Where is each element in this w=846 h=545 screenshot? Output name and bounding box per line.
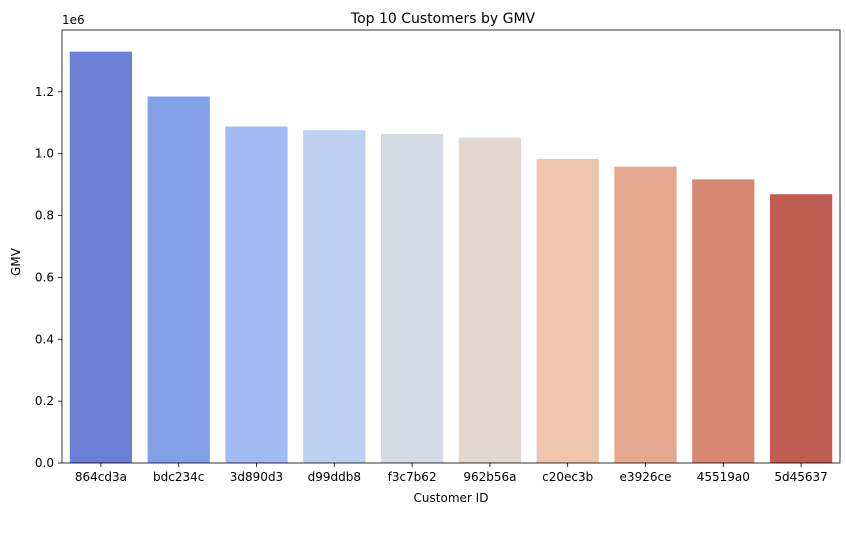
y-tick-label: 1.2 [35,85,54,99]
bar-d99ddb8 [303,130,366,464]
plot-frame [61,29,841,464]
bar-bdc234c [147,96,210,463]
bar-f3c7b62 [380,133,444,464]
bars-group [69,51,833,464]
y-axis-label: GMV [9,247,23,276]
bar-e3926ce [614,166,677,463]
bar-3d890d3 [225,126,288,464]
x-tick-label: bdc234c [153,470,204,484]
y-scale-label: 1e6 [62,13,85,27]
y-tick-label: 0.6 [35,270,54,284]
bar-c20ec3b [536,158,599,463]
x-tick-label: 962b56a [463,470,516,484]
x-tick-label: 5d45637 [774,470,827,484]
bar-864cd3a [69,51,133,464]
y-ticks-group: 0.0 0.2 0.4 0.6 0.8 1.0 1.2 [35,85,62,470]
x-tick-label: e3926ce [620,470,672,484]
x-tick-label: 3d890d3 [230,470,283,484]
y-tick-label: 1.0 [35,147,54,161]
bar-45519a0 [692,179,755,463]
x-ticks-group: 864cd3a bdc234c 3d890d3 d99ddb8 f3c7b62 962b5… [75,463,828,484]
y-tick-label: 0.0 [35,456,54,470]
y-tick-label: 0.4 [35,332,54,346]
x-tick-label: 864cd3a [75,470,127,484]
bar-5d45637 [769,194,833,463]
y-tick-label: 0.8 [35,209,54,223]
x-tick-label: c20ec3b [542,470,593,484]
x-axis-label: Customer ID [414,491,489,505]
x-tick-label: f3c7b62 [388,470,437,484]
x-tick-label: d99ddb8 [308,470,361,484]
y-tick-label: 0.2 [35,394,54,408]
bar-962b56a [458,137,522,464]
x-tick-label: 45519a0 [697,470,750,484]
chart-title: Top 10 Customers by GMV [350,11,536,27]
